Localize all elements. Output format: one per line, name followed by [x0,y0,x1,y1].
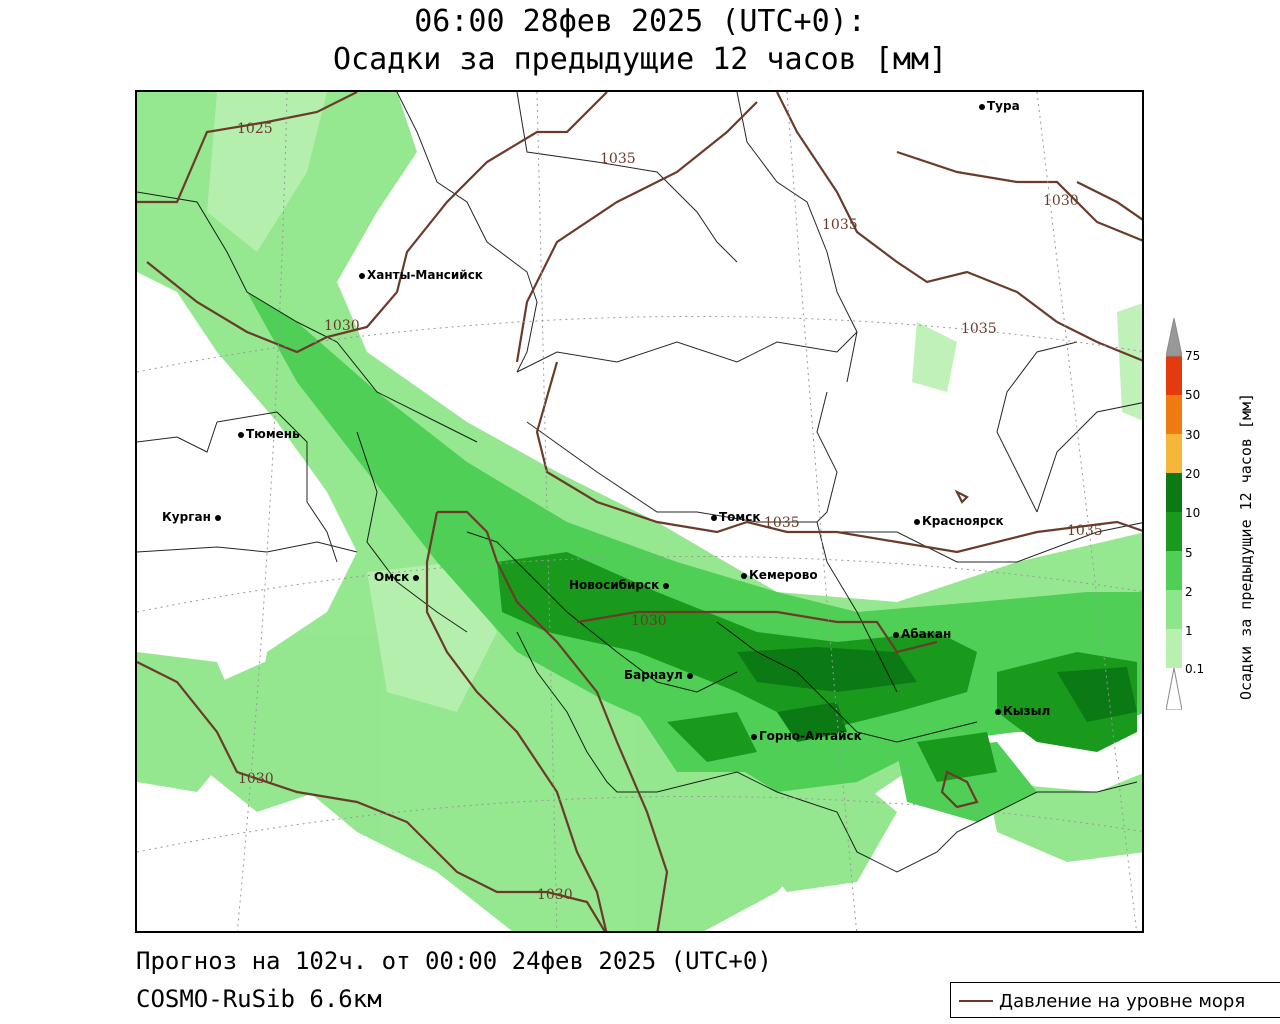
city-marker-icon [214,514,221,521]
colorbar-title-text: Осадки за предыдущие 12 часов [мм] [1237,392,1255,700]
city-novosibirsk: Новосибирск [569,578,671,592]
city-marker-icon [979,103,985,110]
isobar-label: 1030 [1043,193,1079,209]
city-krasnoyarsk: Красноярск [914,514,1004,528]
city-marker-icon [995,708,1001,715]
city-marker-icon [663,582,670,589]
city-label: Кемерово [749,568,818,582]
city-label: Томск [719,510,761,524]
colorbar [1166,318,1182,710]
city-marker-icon [686,672,693,679]
city-label: Омск [374,570,410,584]
pressure-legend: Давление на уровне моря [950,982,1280,1018]
city-label: Кызыл [1003,704,1051,718]
city-kyzyl: Кызыл [995,704,1050,718]
colorbar-title: Осадки за предыдущие 12 часов [мм] [1237,326,1261,706]
city-tyumen: Тюмень [238,427,300,441]
colorbar-bin [1166,473,1182,512]
city-omsk: Омск [374,570,421,584]
city-marker-icon [413,574,420,581]
city-label: Новосибирск [569,578,660,592]
city-abakan: Абакан [893,627,951,641]
city-label: Тура [987,99,1020,113]
model-name: COSMO-RuSib 6.6км [136,985,382,1013]
colorbar-tick: 5 [1185,546,1193,560]
precip-veryheavy [737,647,1137,742]
isobar-label: 1035 [764,515,800,531]
isobar-label: 1030 [324,318,360,334]
admin-boundaries [137,92,1142,873]
pressure-legend-label: Давление на уровне моря [999,991,1246,1012]
city-label: Тюмень [246,427,300,441]
isobar-label: 1030 [631,613,667,629]
isobar-label: 1030 [238,771,274,787]
colorbar-max-arrow [1166,318,1182,357]
city-marker-icon [751,733,757,740]
colorbar-bin [1166,512,1182,551]
isobar-label: 1025 [237,121,273,137]
map-title: 06:00 28фев 2025 (UTC+0): [414,4,866,39]
city-kurgan: Курган [162,510,223,524]
isobar-label: 1035 [1067,523,1103,539]
isobars [137,92,1142,931]
map-canvas [137,92,1142,931]
colorbar-tick: 0.1 [1185,662,1205,676]
city-khanty-mansiysk: Ханты-Мансийск [359,268,483,282]
city-label: Ханты-Мансийск [367,268,483,282]
map-subtitle: Осадки за предыдущие 12 часов [мм] [332,42,948,77]
city-label: Красноярск [922,514,1004,528]
isobar-label: 1035 [600,151,636,167]
colorbar-tick: 30 [1185,428,1201,442]
city-kemerovo: Кемерово [741,568,818,582]
colorbar-tick: 10 [1185,506,1201,520]
colorbar-bin [1166,356,1182,395]
city-label: Барнаул [624,668,683,682]
city-barnaul: Барнаул [624,668,695,682]
city-tura: Тура [979,99,1020,113]
colorbar-bin [1166,551,1182,590]
city-marker-icon [711,514,717,521]
precipitation-map: Тура Ханты-Мансийск Тюмень Курган Омск Н… [135,90,1144,933]
graticule [137,92,1142,931]
city-marker-icon [893,631,899,638]
colorbar-tick: 1 [1185,624,1193,638]
city-marker-icon [238,431,244,438]
isobar-label: 1030 [537,887,573,903]
city-label: Горно-Алтайск [759,729,862,743]
colorbar-bin [1166,590,1182,629]
colorbar-tick: 20 [1185,467,1201,481]
colorbar-bin [1166,629,1182,668]
city-tomsk: Томск [711,510,761,524]
forecast-info: Прогноз на 102ч. от 00:00 24фев 2025 (UT… [136,947,772,975]
colorbar-bin [1166,395,1182,434]
city-marker-icon [741,572,747,579]
city-label: Курган [162,510,211,524]
isobar-label: 1035 [961,321,997,337]
colorbar-min-arrow [1166,667,1182,710]
city-marker-icon [359,272,365,279]
city-gorno-altaysk: Горно-Алтайск [751,729,862,743]
city-label: Абакан [901,627,952,641]
colorbar-tick: 2 [1185,585,1193,599]
pressure-line-icon [959,1000,993,1002]
colorbar-bin [1166,434,1182,473]
colorbar-tick: 75 [1185,349,1201,363]
colorbar-tick: 50 [1185,388,1201,402]
isobar-label: 1035 [822,217,858,233]
city-marker-icon [914,518,920,525]
